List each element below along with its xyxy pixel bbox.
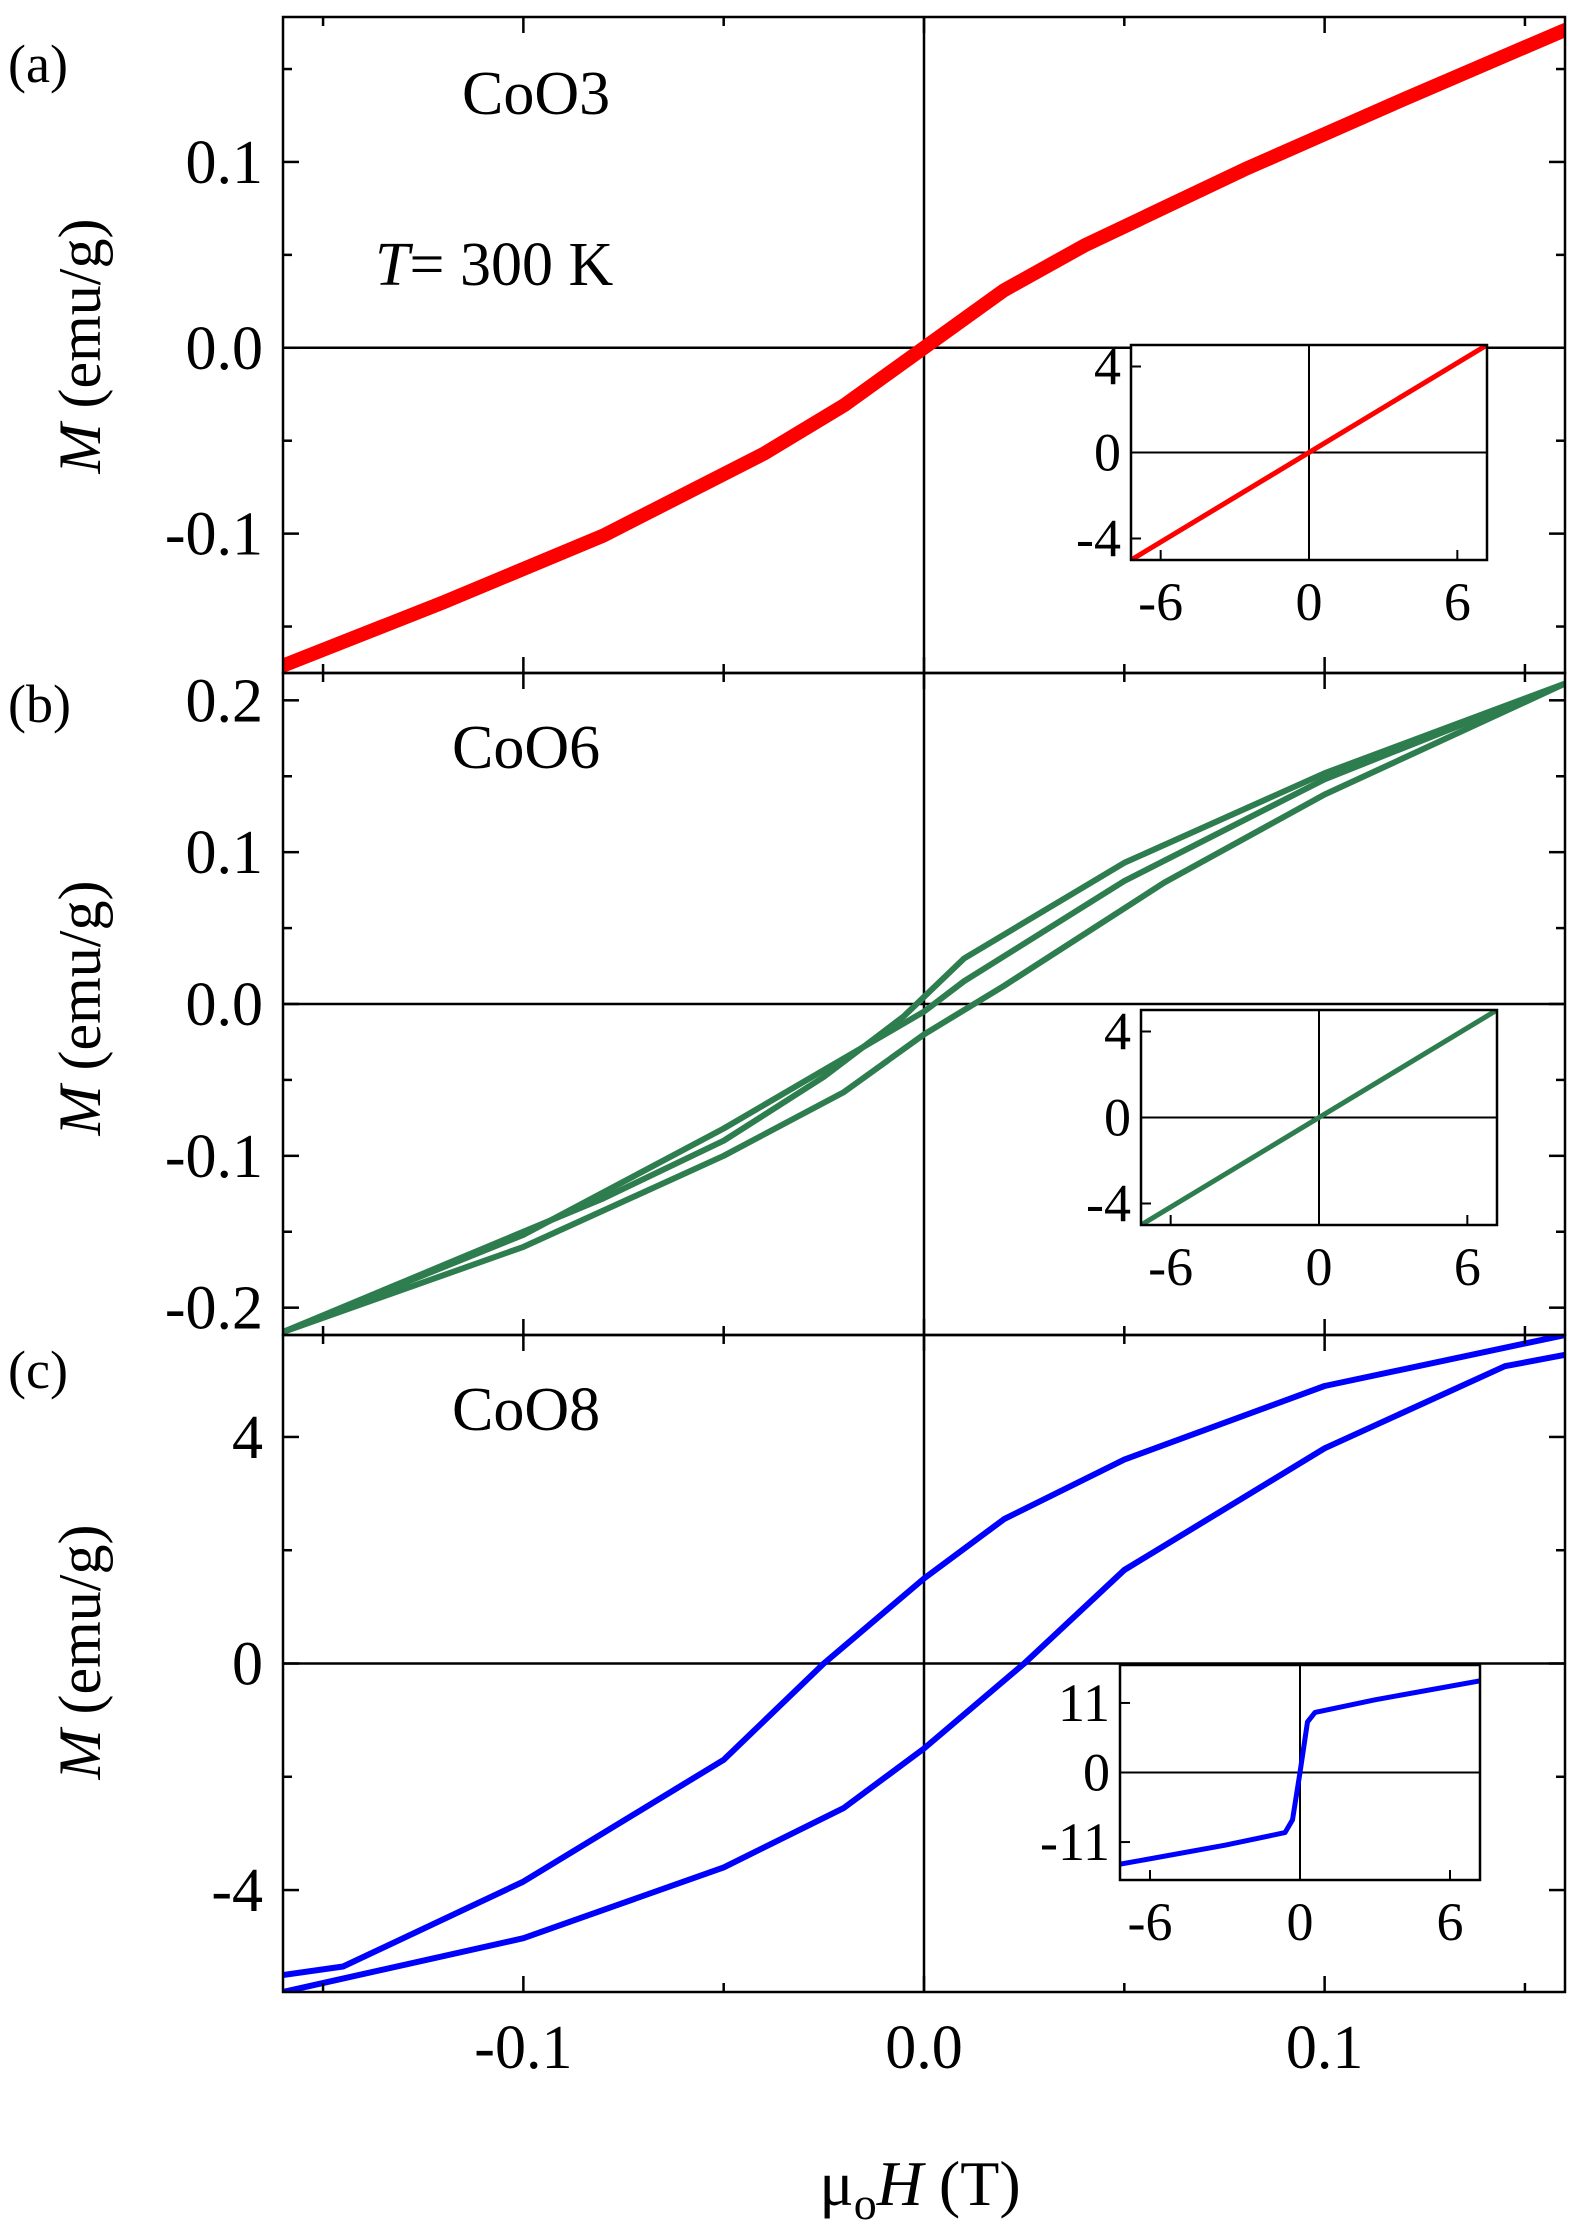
y-axis-label-a-symbol: M xyxy=(47,420,113,474)
sample-name-coo6: CoO6 xyxy=(452,714,600,782)
y-axis-label-a-unit: (emu/g) xyxy=(47,219,113,424)
panel-a: -0.1 0.0 0.1 -4 0 4 -6 0 6 xyxy=(165,15,1567,675)
panel-c-ytick-label: 4 xyxy=(232,1404,263,1472)
x-axis-label-unit: (T) xyxy=(923,2148,1021,2219)
panel-b-inset: -4 0 4 -6 0 6 xyxy=(1086,1002,1499,1297)
x-axis-label-symbol: H xyxy=(876,2148,927,2219)
panel-b-ytick-label: -0.2 xyxy=(165,1275,263,1343)
panel-a-inset-series-full xyxy=(1131,345,1487,560)
panel-b-inset-xtick-label: 0 xyxy=(1306,1237,1333,1297)
panel-a-inset-xtick-label: 6 xyxy=(1444,572,1471,632)
panel-b-ytick-label: 0.1 xyxy=(186,819,264,887)
panel-a-ytick-label: 0.1 xyxy=(186,129,264,197)
panel-label-b: (b) xyxy=(8,674,71,734)
panel-a-ytick-label: 0.0 xyxy=(186,315,264,383)
x-axis-label-mu: μ xyxy=(819,2148,853,2219)
panel-b-inset-ytick-label: 0 xyxy=(1104,1088,1131,1148)
panel-label-c: (c) xyxy=(8,1340,68,1400)
panel-c-inset-series-full xyxy=(1120,1678,1480,1867)
panel-c-xtick-label: -0.1 xyxy=(474,2014,572,2082)
y-axis-label-b-unit: (emu/g) xyxy=(47,881,113,1086)
panel-c-inset-xtick-label: -6 xyxy=(1128,1892,1173,1952)
y-axis-label-c: M (emu/g) xyxy=(47,1525,113,1781)
panel-b-series-branch-2 xyxy=(283,680,1565,1335)
panel-b-series-branch-3 xyxy=(283,680,1565,1335)
panel-c-series-ascending xyxy=(283,1351,1565,1992)
panel-label-a: (a) xyxy=(8,34,68,94)
panel-c-inset-xtick-label: 6 xyxy=(1437,1892,1464,1952)
panel-c-xtick-label: 0.1 xyxy=(1286,2014,1364,2082)
x-axis-label-sub: o xyxy=(854,2178,877,2229)
panel-b-ytick-label: -0.1 xyxy=(165,1123,263,1191)
panel-b-ytick-label: 0.0 xyxy=(186,971,264,1039)
panel-a-inset-ytick-label: 4 xyxy=(1094,337,1121,397)
panel-a-inset-xtick-label: 0 xyxy=(1296,572,1323,632)
sample-name-coo8: CoO8 xyxy=(452,1376,600,1444)
panel-a-series-loop xyxy=(283,23,1565,673)
x-axis-label: μoH (T) xyxy=(819,2148,1020,2229)
panel-a-inset-xtick-label: -6 xyxy=(1138,572,1183,632)
y-axis-label-c-unit: (emu/g) xyxy=(47,1525,113,1730)
y-axis-label-c-symbol: M xyxy=(47,1726,113,1780)
panel-b-ytick-label: 0.2 xyxy=(186,667,264,735)
panel-b-inset-series-full xyxy=(1141,1010,1497,1225)
panel-b: -0.2 -0.1 0.0 0.1 0.2 -4 0 4 -6 0 6 xyxy=(165,667,1567,1343)
panel-c-inset-ytick-label: 11 xyxy=(1058,1673,1110,1733)
panel-c-inset-xtick-label: 0 xyxy=(1287,1892,1314,1952)
temperature-value: = 300 K xyxy=(409,231,613,299)
panel-b-inset-ytick-label: -4 xyxy=(1086,1174,1131,1234)
temperature-symbol: T xyxy=(375,231,414,299)
panel-a-ytick-label: -0.1 xyxy=(165,501,263,569)
panel-c-ytick-label: 0 xyxy=(232,1631,263,1699)
y-axis-label-b-symbol: M xyxy=(47,1082,113,1136)
y-axis-label-a: M (emu/g) xyxy=(47,219,113,475)
y-axis-label-b: M (emu/g) xyxy=(47,881,113,1137)
panel-c-xtick-label: 0.0 xyxy=(885,2014,963,2082)
panel-b-inset-ytick-label: 4 xyxy=(1104,1002,1131,1062)
panel-a-inset-ytick-label: -4 xyxy=(1076,509,1121,569)
panel-c-inset-ytick-label: 0 xyxy=(1083,1743,1110,1803)
panel-c-ytick-label: -4 xyxy=(211,1857,263,1925)
panel-c-series-descending xyxy=(283,1335,1565,1978)
panel-c-inset-ytick-label: -11 xyxy=(1040,1812,1110,1872)
panel-a-inset-ytick-label: 0 xyxy=(1094,423,1121,483)
panel-b-inset-xtick-label: -6 xyxy=(1148,1237,1193,1297)
panel-a-inset: -4 0 4 -6 0 6 xyxy=(1076,337,1489,632)
sample-name-coo3: CoO3 xyxy=(462,60,610,128)
panel-b-inset-xtick-label: 6 xyxy=(1454,1237,1481,1297)
panels: -0.10.00.1-404-6 0 6-0.2-0.10.00.10.2-404-… xyxy=(165,15,1567,2082)
temperature-label: T= 300 K xyxy=(375,231,613,299)
panel-c-inset: -11 0 11 -6 0 6 xyxy=(1040,1663,1482,1952)
panel-c: -4 0 4 -0.1 0.0 0.1 -11 0 11 -6 0 6 xyxy=(211,1333,1567,2082)
